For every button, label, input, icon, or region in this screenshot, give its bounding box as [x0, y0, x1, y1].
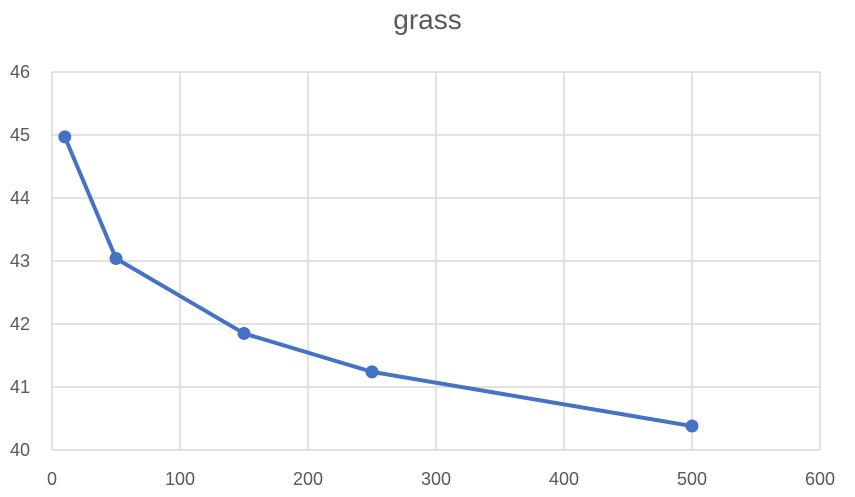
x-tick-label: 0: [47, 469, 57, 489]
series-line: [62, 134, 694, 429]
data-point: [109, 251, 123, 265]
y-tick-label: 43: [10, 251, 30, 271]
x-tick-label: 600: [805, 469, 835, 489]
x-tick-label: 200: [293, 469, 323, 489]
series-layer: [58, 130, 699, 433]
data-point: [365, 365, 379, 379]
chart-title: grass: [393, 4, 462, 35]
tick-labels: 40 41 42 43 44 45 46 0 100 200 300 400 500 600: [10, 62, 835, 489]
y-tick-label: 45: [10, 125, 30, 145]
data-point: [58, 130, 72, 144]
y-tick-label: 44: [10, 188, 30, 208]
data-point: [237, 326, 251, 340]
x-tick-label: 400: [549, 469, 579, 489]
y-tick-label: 46: [10, 62, 30, 82]
y-tick-label: 41: [10, 377, 30, 397]
y-tick-label: 40: [10, 440, 30, 460]
x-tick-label: 100: [165, 469, 195, 489]
x-tick-label: 500: [677, 469, 707, 489]
grid-layer: [51, 71, 821, 451]
y-tick-label: 42: [10, 314, 30, 334]
data-point: [685, 419, 699, 433]
x-tick-label: 300: [421, 469, 451, 489]
